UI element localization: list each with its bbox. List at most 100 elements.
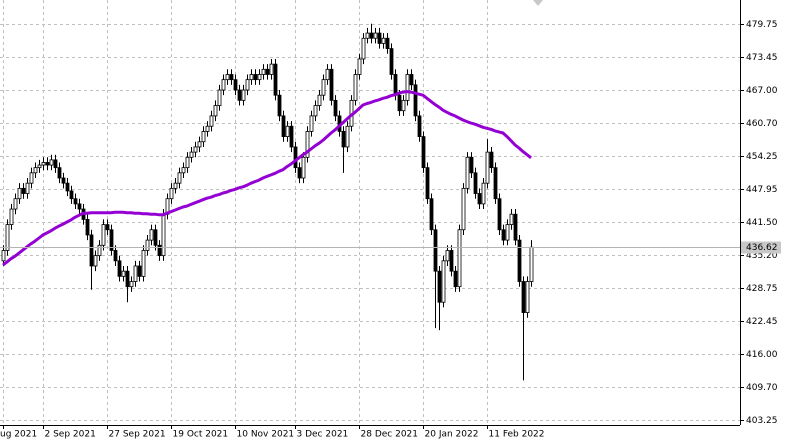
candle-body — [85, 219, 90, 236]
candle-body — [421, 136, 426, 169]
candle-body — [361, 37, 366, 60]
candle-body — [185, 156, 190, 169]
candle-body — [425, 167, 430, 200]
candle-body — [129, 281, 134, 288]
candle-body — [473, 172, 478, 194]
candle-body — [189, 151, 194, 158]
candle-body — [281, 115, 286, 137]
candle-body — [345, 125, 350, 148]
candle-body — [453, 270, 458, 288]
candle-body — [209, 115, 214, 127]
candle-body — [517, 239, 522, 282]
candle-body — [17, 187, 22, 200]
y-tick-label: 435.20 — [746, 251, 778, 261]
candle-body — [381, 37, 386, 44]
candle-body — [201, 131, 206, 143]
candle-body — [5, 224, 10, 251]
candle-body — [497, 198, 502, 231]
candle-body — [509, 213, 514, 225]
candle-body — [37, 164, 42, 169]
y-tick-label: 428.75 — [746, 284, 778, 294]
candle-body — [501, 229, 506, 241]
candle-body — [113, 250, 118, 262]
candle-body — [529, 246, 534, 282]
candle-body — [225, 74, 230, 81]
y-tick-label: 473.45 — [746, 53, 778, 63]
candle-body — [377, 32, 382, 44]
candle-body — [1, 250, 6, 262]
candle-body — [325, 68, 330, 81]
candle-body — [197, 141, 202, 148]
candle-body — [73, 198, 78, 205]
candle-body — [69, 190, 74, 200]
candle-body — [373, 32, 378, 39]
candle-body — [213, 105, 218, 117]
y-tick-label: 460.70 — [746, 119, 778, 129]
candle-body — [217, 89, 222, 106]
candle-body — [433, 229, 438, 272]
candle-body — [93, 255, 98, 267]
candle-body — [25, 182, 30, 194]
candle-body — [137, 265, 142, 277]
candle-body — [269, 63, 274, 75]
x-tick-label: 20 Jan 2022 — [425, 430, 479, 440]
candle-body — [321, 79, 326, 96]
candle-body — [265, 68, 270, 75]
candle-body — [229, 74, 234, 81]
candle-body — [313, 105, 318, 117]
candle-body — [161, 213, 166, 257]
candle-body — [117, 260, 122, 277]
candle-body — [237, 89, 242, 101]
x-tick-label: 28 Dec 2021 — [361, 430, 419, 440]
candle-body — [29, 172, 34, 184]
candle-body — [193, 146, 198, 153]
candle-body — [101, 224, 106, 246]
candle-body — [273, 63, 278, 96]
y-tick-label: 416.00 — [746, 350, 778, 360]
candle-body — [333, 99, 338, 117]
candle-body — [169, 187, 174, 200]
x-tick-label: 3 Dec 2021 — [297, 430, 349, 440]
candle-body — [253, 74, 258, 81]
candle-body — [61, 177, 66, 184]
x-tick-label: 27 Sep 2021 — [109, 430, 166, 440]
x-tick-label: 10 Nov 2021 — [237, 430, 295, 440]
candle-body — [45, 162, 50, 166]
price-label: 436.62 — [746, 243, 778, 253]
candle-body — [309, 115, 314, 132]
candle-body — [21, 187, 26, 194]
x-tick-label: ug 2021 — [0, 430, 37, 440]
candle-body — [477, 193, 482, 205]
candle-body — [245, 79, 250, 91]
candle-body — [121, 270, 126, 277]
candle-body — [485, 151, 490, 184]
candle-body — [9, 208, 14, 225]
candle-body — [329, 68, 334, 101]
candle-body — [429, 198, 434, 231]
candle-body — [365, 32, 370, 39]
candle-body — [397, 94, 402, 112]
candle-body — [65, 182, 70, 192]
candle-body — [153, 229, 158, 246]
candle-body — [173, 182, 178, 189]
candle-body — [241, 89, 246, 101]
y-tick-label: 479.75 — [746, 20, 778, 30]
candle-body — [305, 131, 310, 158]
candle-body — [301, 156, 306, 179]
candle-body — [289, 125, 294, 148]
candle-body — [465, 156, 470, 189]
candle-body — [437, 270, 442, 303]
candle-body — [489, 151, 494, 169]
candle-body — [33, 167, 38, 174]
candle-body — [461, 187, 466, 231]
candle-body — [405, 74, 410, 101]
shift-marker — [533, 0, 543, 6]
candle-body — [145, 239, 150, 251]
candle-body — [53, 159, 58, 169]
candle-body — [401, 99, 406, 112]
candle-body — [417, 115, 422, 137]
candle-body — [441, 260, 446, 303]
candle-body — [385, 37, 390, 50]
moving-average — [2, 90, 532, 267]
